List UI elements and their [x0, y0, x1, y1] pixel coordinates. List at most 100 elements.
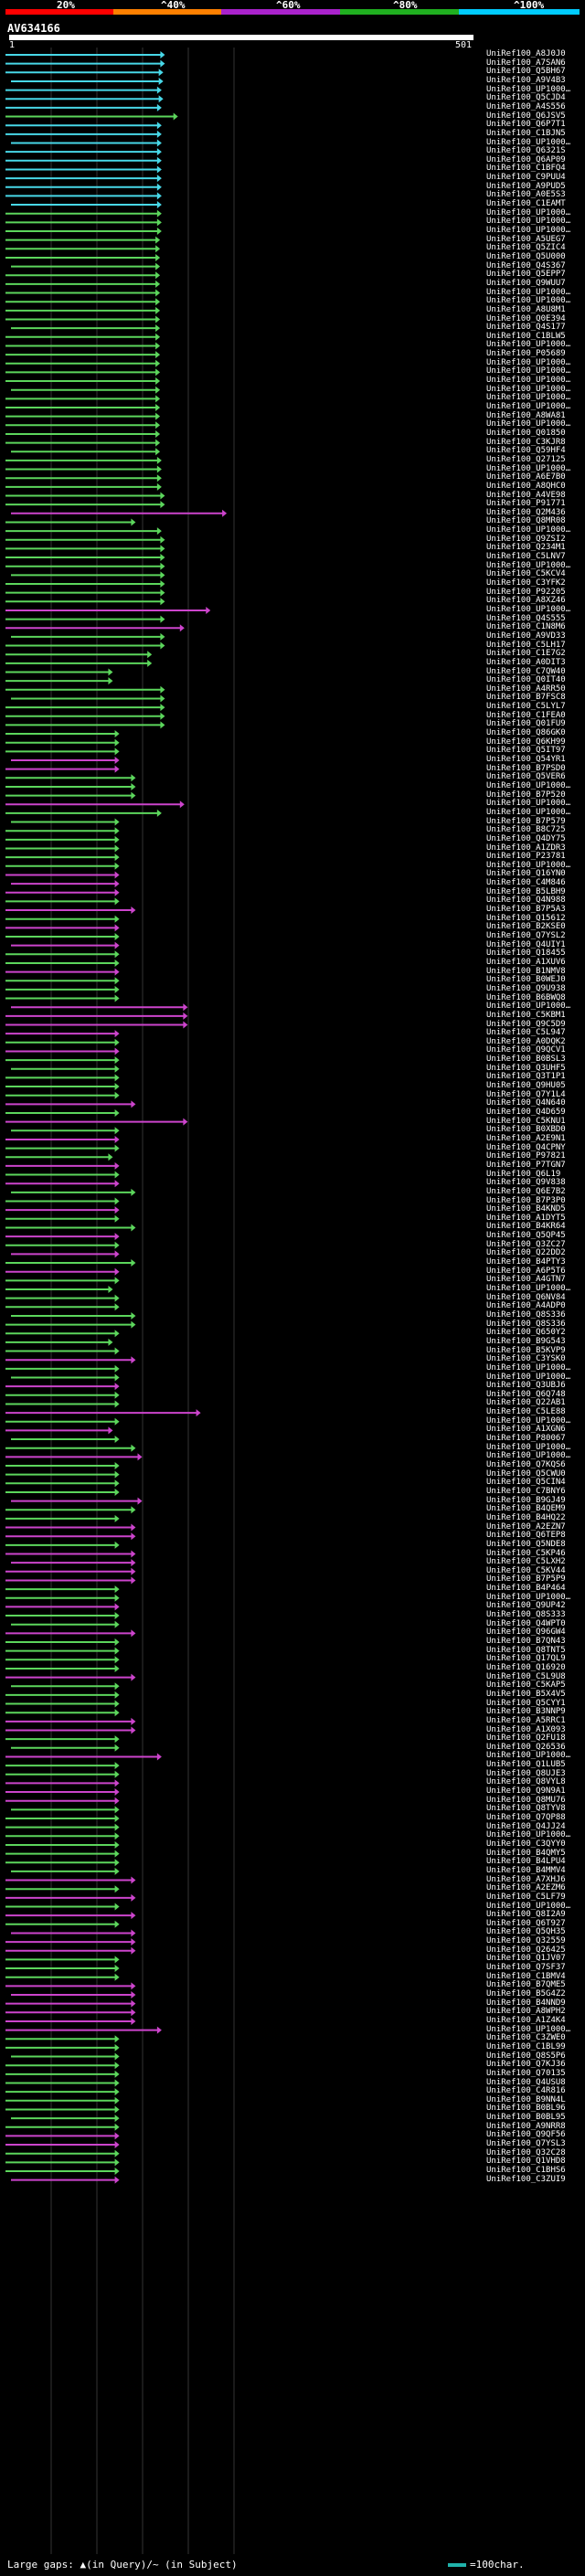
hit-label[interactable]: UniRef100_Q6L19 — [486, 1169, 561, 1179]
hit-label[interactable]: UniRef100_Q0IT40 — [486, 675, 566, 685]
hit-label[interactable]: UniRef100_UP1000… — [486, 1442, 571, 1452]
hit-label[interactable]: UniRef100_UP1000… — [486, 525, 571, 535]
hit-label[interactable]: UniRef100_Q8VYL8 — [486, 1777, 566, 1787]
hit-label[interactable]: UniRef100_Q4N640 — [486, 1098, 566, 1108]
hit-label[interactable]: UniRef100_P05689 — [486, 349, 566, 359]
hit-label[interactable]: UniRef100_Q32C28 — [486, 2147, 566, 2157]
hit-label[interactable]: UniRef100_P91771 — [486, 499, 566, 509]
hit-label[interactable]: UniRef100_A1ZDR3 — [486, 843, 566, 853]
hit-label[interactable]: UniRef100_Q6T927 — [486, 1918, 566, 1928]
hit-label[interactable]: UniRef100_Q650Y2 — [486, 1328, 566, 1338]
hit-label[interactable]: UniRef100_Q70135 — [486, 2068, 566, 2078]
hit-label[interactable]: UniRef100_C1FEA0 — [486, 710, 566, 720]
hit-label[interactable]: UniRef100_Q8TNT5 — [486, 1645, 566, 1655]
hit-label[interactable]: UniRef100_Q9WUU7 — [486, 278, 566, 288]
hit-label[interactable]: UniRef100_UP1000… — [486, 207, 571, 217]
hit-label[interactable]: UniRef100_B7FSC8 — [486, 693, 566, 703]
hit-label[interactable]: UniRef100_Q0E394 — [486, 313, 566, 323]
hit-label[interactable]: UniRef100_UP1000… — [486, 1751, 571, 1761]
hit-label[interactable]: UniRef100_Q5CJD4 — [486, 93, 566, 103]
hit-label[interactable]: UniRef100_UP1000… — [486, 376, 571, 386]
hit-label[interactable]: UniRef100_B0XBD0 — [486, 1125, 566, 1135]
hit-label[interactable]: UniRef100_A1XGN6 — [486, 1425, 566, 1435]
hit-label[interactable]: UniRef100_C5KNU1 — [486, 1116, 566, 1126]
hit-label[interactable]: UniRef100_B9GJ49 — [486, 1495, 566, 1505]
hit-label[interactable]: UniRef100_UP1000… — [486, 604, 571, 614]
hit-label[interactable]: UniRef100_Q18455 — [486, 949, 566, 959]
hit-label[interactable]: UniRef100_UP1000… — [486, 137, 571, 147]
hit-label[interactable]: UniRef100_Q8TYV8 — [486, 1804, 566, 1814]
hit-label[interactable]: UniRef100_Q1LUB5 — [486, 1760, 566, 1770]
hit-label[interactable]: UniRef100_Q96GW4 — [486, 1627, 566, 1638]
hit-label[interactable]: UniRef100_UP1000… — [486, 1362, 571, 1373]
hit-label[interactable]: UniRef100_B4NND9 — [486, 1998, 566, 2008]
hit-label[interactable]: UniRef100_C5LF79 — [486, 1892, 566, 1902]
hit-label[interactable]: UniRef100_Q1VHD8 — [486, 2157, 566, 2167]
hit-label[interactable]: UniRef100_P80067 — [486, 1434, 566, 1444]
hit-label[interactable]: UniRef100_B7P520 — [486, 790, 566, 800]
hit-label[interactable]: UniRef100_C5L9U8 — [486, 1671, 566, 1681]
hit-label[interactable]: UniRef100_C4R816 — [486, 2086, 566, 2096]
hit-label[interactable]: UniRef100_Q3UHF5 — [486, 1063, 566, 1073]
hit-label[interactable]: UniRef100_C7QW40 — [486, 666, 566, 676]
hit-label[interactable]: UniRef100_Q234M1 — [486, 543, 566, 553]
hit-label[interactable]: UniRef100_B4QEM9 — [486, 1504, 566, 1514]
hit-label[interactable]: UniRef100_C1N8M6 — [486, 622, 566, 632]
hit-label[interactable]: UniRef100_Q7Y1L4 — [486, 1089, 566, 1099]
hit-label[interactable]: UniRef100_Q17QL9 — [486, 1654, 566, 1664]
hit-label[interactable]: UniRef100_Q3ZC27 — [486, 1239, 566, 1249]
hit-label[interactable]: UniRef100_C5LH17 — [486, 640, 566, 650]
hit-label[interactable]: UniRef100_Q4D659 — [486, 1108, 566, 1117]
hit-label[interactable]: UniRef100_UP1000… — [486, 1284, 571, 1293]
hit-label[interactable]: UniRef100_Q9C5D9 — [486, 1019, 566, 1029]
hit-label[interactable]: UniRef100_Q1JV07 — [486, 1954, 566, 1964]
hit-label[interactable]: UniRef100_C5KP46 — [486, 1548, 566, 1558]
hit-label[interactable]: UniRef100_UP1000… — [486, 1372, 571, 1382]
hit-label[interactable]: UniRef100_A0E5S3 — [486, 190, 566, 200]
hit-label[interactable]: UniRef100_A8QHC0 — [486, 481, 566, 491]
hit-label[interactable]: UniRef100_Q5BH67 — [486, 67, 566, 77]
hit-label[interactable]: UniRef100_A6E7B0 — [486, 472, 566, 482]
hit-label[interactable]: UniRef100_C1BHS6 — [486, 2166, 566, 2175]
hit-label[interactable]: UniRef100_C5LE88 — [486, 1407, 566, 1417]
hit-label[interactable]: UniRef100_UP1000… — [486, 1451, 571, 1461]
hit-label[interactable]: UniRef100_Q8UJE3 — [486, 1768, 566, 1778]
hit-label[interactable]: UniRef100_UP1000… — [486, 340, 571, 350]
hit-label[interactable]: UniRef100_C5KBM1 — [486, 1010, 566, 1020]
hit-label[interactable]: UniRef100_Q8S5P6 — [486, 2051, 566, 2061]
hit-label[interactable]: UniRef100_Q16YN0 — [486, 869, 566, 879]
hit-label[interactable]: UniRef100_Q8I2A9 — [486, 1910, 566, 1920]
hit-label[interactable]: UniRef100_Q6NV84 — [486, 1292, 566, 1302]
hit-label[interactable]: UniRef100_C5L947 — [486, 1028, 566, 1038]
hit-label[interactable]: UniRef100_Q15612 — [486, 913, 566, 923]
hit-label[interactable]: UniRef100_UP1000… — [486, 226, 571, 235]
hit-label[interactable]: UniRef100_UP1000… — [486, 366, 571, 376]
hit-label[interactable]: UniRef100_B7P579 — [486, 816, 566, 826]
hit-label[interactable]: UniRef100_Q22DD2 — [486, 1248, 566, 1258]
hit-label[interactable]: UniRef100_A8WPH2 — [486, 2007, 566, 2017]
hit-label[interactable]: UniRef100_Q6Q748 — [486, 1389, 566, 1399]
hit-label[interactable]: UniRef100_UP1000… — [486, 560, 571, 570]
hit-label[interactable]: UniRef100_B0BL96 — [486, 2104, 566, 2114]
hit-label[interactable]: UniRef100_UP1000… — [486, 807, 571, 817]
hit-label[interactable]: UniRef100_A4ADP0 — [486, 1301, 566, 1311]
hit-label[interactable]: UniRef100_C5KCV4 — [486, 569, 566, 579]
hit-label[interactable]: UniRef100_Q5CYY1 — [486, 1698, 566, 1708]
hit-label[interactable]: UniRef100_Q5CIN4 — [486, 1478, 566, 1488]
hit-label[interactable]: UniRef100_Q26536 — [486, 1742, 566, 1752]
hit-label[interactable]: UniRef100_Q5CWU0 — [486, 1468, 566, 1479]
hit-label[interactable]: UniRef100_UP1000… — [486, 402, 571, 411]
hit-label[interactable]: UniRef100_Q9UP42 — [486, 1601, 566, 1611]
hit-label[interactable]: UniRef100_Q4CPNY — [486, 1142, 566, 1152]
hit-label[interactable]: UniRef100_C9PUU4 — [486, 173, 566, 183]
hit-label[interactable]: UniRef100_A8J0J0 — [486, 49, 566, 58]
hit-label[interactable]: UniRef100_A4RR50 — [486, 684, 566, 694]
hit-label[interactable]: UniRef100_Q6JSV5 — [486, 111, 566, 121]
hit-label[interactable]: UniRef100_UP1000… — [486, 419, 571, 429]
hit-label[interactable]: UniRef100_C1BJN5 — [486, 128, 566, 138]
hit-label[interactable]: UniRef100_UP1000… — [486, 1830, 571, 1840]
hit-label[interactable]: UniRef100_Q5QH35 — [486, 1927, 566, 1937]
hit-label[interactable]: UniRef100_Q3T1P1 — [486, 1072, 566, 1082]
hit-label[interactable]: UniRef100_C5LXH2 — [486, 1557, 566, 1567]
hit-label[interactable]: UniRef100_B7P5A3 — [486, 905, 566, 915]
